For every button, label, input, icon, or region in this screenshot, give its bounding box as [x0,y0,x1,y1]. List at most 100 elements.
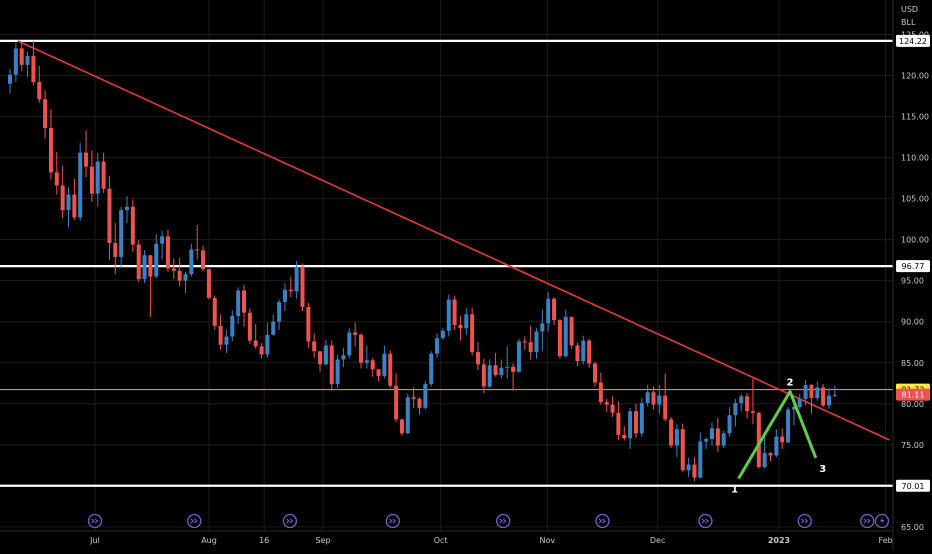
chevron-right-icon [286,518,294,524]
candle-body [84,152,89,167]
candle-body [786,409,791,443]
candle-body [657,395,662,405]
candle-body [148,255,153,277]
y-tick-label: 105.00 [901,195,929,204]
x-tick-label: Dec [650,536,665,545]
candle-body [587,340,592,364]
candle-body [43,99,48,129]
x-tick-label: Jul [89,536,100,545]
candle-body [704,439,709,442]
candle-body [411,397,416,399]
candle-body [230,315,235,337]
candle-body [598,382,603,403]
candle-body [733,402,738,416]
candle-body [364,360,369,363]
candle-body [663,395,668,420]
candle-body [546,298,551,324]
candle-body [242,290,246,313]
candle-body [669,419,674,446]
earnings-event-icon [496,513,511,529]
x-tick-label: Aug [201,536,217,545]
candle-body [101,161,106,189]
candle-body [651,392,656,405]
candle-body [165,236,170,269]
candle-body [265,334,270,355]
candle-body [19,48,24,65]
candle-body [692,464,697,478]
candle-body [832,394,837,396]
x-tick-label: 2023 [768,536,790,545]
candle-body [277,302,282,322]
y-tick-label: 75.00 [901,441,924,450]
candle-body [516,341,521,372]
candle-body [435,338,440,354]
y-tick-label: 65.00 [901,523,924,532]
candle-body [440,330,445,339]
x-tick-label: Oct [434,536,448,545]
time-axis[interactable]: Jul Aug 16 Sep Oct Nov Dec 2023 Feb [89,536,893,545]
candle-body [300,266,305,307]
candle-body [481,364,486,387]
candle-body [756,412,761,467]
candle-body [341,355,346,360]
candle-body [31,55,36,83]
candle-body [423,384,428,408]
x-tick-label: Feb [879,536,893,545]
candle-body [382,353,387,376]
earnings-event-icon [282,513,298,529]
candle-body [563,316,568,357]
earnings-event-icon [187,513,202,529]
candle-body [827,395,831,406]
candle-body [89,166,94,194]
candle-body [476,352,480,365]
candle-body [593,363,597,383]
pattern-point-label: 2 [787,377,794,388]
candle-body [470,314,475,353]
candle-body [815,387,820,399]
candle-body [189,249,194,275]
pattern-line [737,389,818,480]
candle-body [347,332,352,356]
candle-body [429,353,434,385]
candle-body [768,453,773,456]
candle-body [154,243,159,277]
candle-body [645,392,650,403]
level-price-tag: 70.01 [902,482,925,491]
candle-body [622,434,627,439]
candle-body [388,353,393,386]
candle-body [25,55,30,65]
candle-body [616,412,621,435]
candle-body [312,341,317,352]
candle-body [107,188,112,243]
candle-body [195,249,200,251]
candle-body [48,128,53,173]
candle-body [119,210,124,257]
candle-body [370,360,375,370]
y-tick-label: 90.00 [901,318,924,327]
candle-body [511,366,516,372]
candle-body [464,314,469,329]
candle-body [575,345,580,362]
x-tick-label: Sep [315,536,330,545]
y-tick-label: 85.00 [901,359,924,368]
candle-body [528,342,533,353]
candle-body [633,411,638,434]
candle-body [37,82,42,100]
candle-body [774,436,779,456]
candle-body [674,429,679,446]
candle-body [54,172,59,186]
candle-body [417,398,422,408]
earnings-event-icon [385,513,401,529]
earnings-event-icon [860,513,875,529]
candle-body [353,332,358,335]
chevron-right-icon [598,518,606,524]
candle-body [359,334,363,363]
candle-body [458,325,463,329]
lightning-icon [879,517,885,525]
candle-body [125,206,129,211]
candle-body [259,346,264,355]
candle-body [329,345,334,385]
candle-body [66,194,71,211]
candle-body [739,396,744,403]
